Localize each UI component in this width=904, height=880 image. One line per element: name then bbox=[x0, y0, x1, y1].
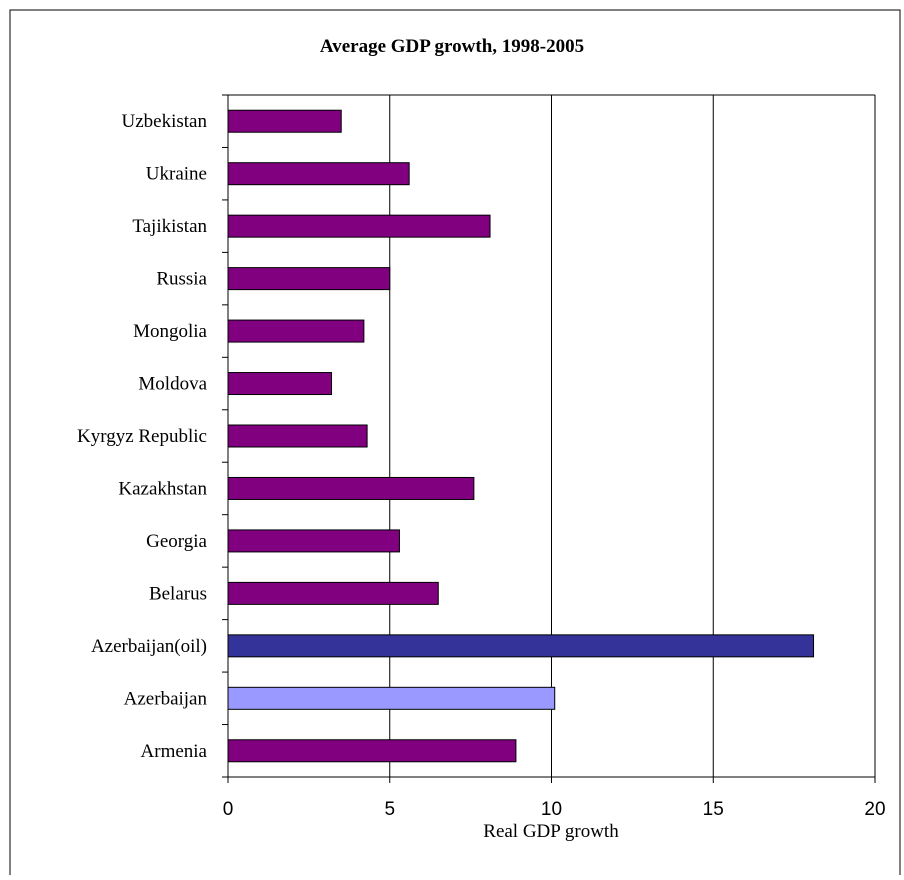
bar bbox=[227, 372, 333, 396]
category-label: Georgia bbox=[146, 531, 207, 552]
tick-labels: 0 5 10 15 20 bbox=[223, 799, 886, 820]
bar bbox=[227, 424, 368, 448]
bar bbox=[227, 476, 475, 500]
axes bbox=[222, 94, 876, 783]
x-tick-label: 20 bbox=[864, 799, 885, 820]
category-labels: Uzbekistan Ukraine Tajikistan Russia Mongoli… bbox=[77, 111, 208, 762]
category-label: Mongolia bbox=[133, 321, 207, 342]
category-label: Russia bbox=[156, 269, 207, 290]
bar bbox=[227, 529, 400, 553]
category-label: Azerbaijan bbox=[124, 688, 208, 709]
x-tick-label: 15 bbox=[703, 799, 724, 820]
x-axis-label: Real GDP growth bbox=[483, 821, 619, 842]
chart-border bbox=[9, 9, 901, 880]
gridlines bbox=[228, 94, 876, 777]
bar bbox=[227, 267, 391, 291]
x-tick-label: 10 bbox=[541, 799, 562, 820]
chart-title: Average GDP growth, 1998-2005 bbox=[320, 36, 584, 57]
category-label: Tajikistan bbox=[132, 216, 207, 237]
x-tick-label: 0 bbox=[223, 799, 234, 820]
category-label: Armenia bbox=[141, 741, 208, 762]
bar bbox=[227, 739, 517, 763]
bar bbox=[227, 319, 365, 343]
bar bbox=[227, 162, 410, 186]
bar bbox=[227, 686, 556, 710]
category-label: Moldova bbox=[138, 374, 207, 395]
category-label: Ukraine bbox=[146, 164, 207, 185]
category-label: Kazakhstan bbox=[118, 478, 207, 499]
bar bbox=[227, 214, 491, 238]
bar bbox=[227, 109, 342, 133]
category-label: Azerbaijan(oil) bbox=[91, 636, 207, 657]
x-tick-label: 5 bbox=[384, 799, 395, 820]
category-label: Kyrgyz Republic bbox=[77, 426, 207, 447]
category-label: Belarus bbox=[149, 583, 207, 604]
bar bbox=[227, 634, 815, 658]
category-label: Uzbekistan bbox=[122, 111, 208, 132]
bar bbox=[227, 581, 439, 605]
